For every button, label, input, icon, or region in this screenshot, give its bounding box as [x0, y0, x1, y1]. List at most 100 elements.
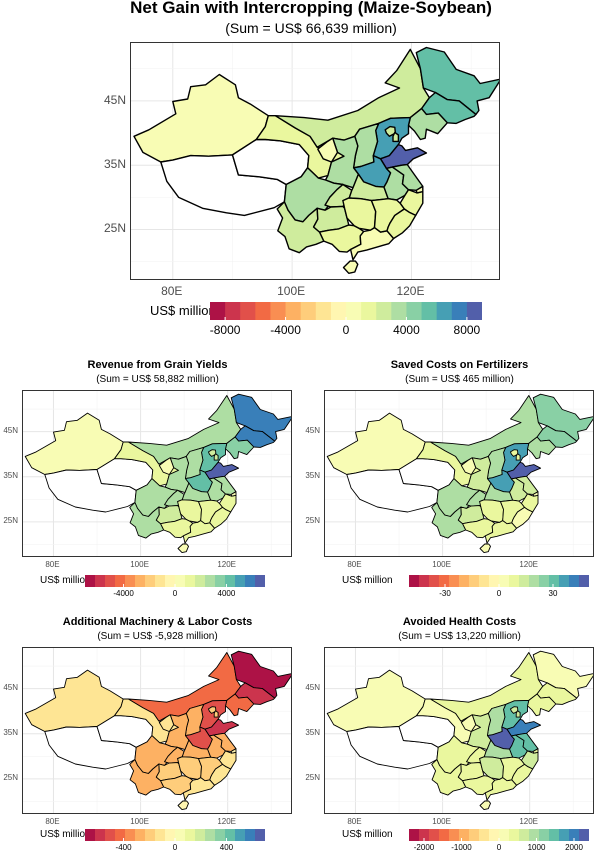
legend-swatch — [569, 829, 580, 841]
legend-swatch — [469, 575, 480, 587]
health-map-panel: Avoided Health Costs (Sum = US$ 13,220 m… — [302, 612, 602, 856]
y-tick-label: 45N — [305, 682, 320, 692]
legend-swatch — [225, 302, 241, 320]
legend-swatch — [330, 302, 347, 320]
legend-label: 0 — [172, 843, 178, 852]
province-tianjin — [392, 131, 400, 143]
legend-swatch — [240, 302, 256, 320]
map-plot-area — [22, 390, 292, 557]
legend-swatch — [135, 829, 146, 841]
legend-swatch — [519, 829, 530, 841]
province-shanghai — [532, 491, 539, 497]
chart-subtitle: (Sum = US$ 13,220 million) — [398, 631, 521, 642]
legend-colorbar — [210, 302, 482, 320]
map-svg — [23, 648, 291, 813]
chart-title: Additional Machinery & Labor Costs — [62, 616, 253, 628]
province-tianjin — [213, 453, 219, 461]
legend-swatch — [429, 829, 440, 841]
y-tick-label: 25N — [305, 516, 320, 526]
legend-swatch — [479, 575, 490, 587]
province-fujian — [511, 506, 534, 529]
legend-label: -4000 — [113, 589, 134, 598]
legend-swatch — [346, 302, 362, 320]
legend-swatch — [479, 829, 490, 841]
legend-swatch — [245, 575, 256, 587]
legend-swatch — [205, 575, 216, 587]
x-tick-label: 80E — [161, 284, 183, 298]
province-liaoning — [527, 693, 557, 717]
legend-swatch — [105, 575, 116, 587]
x-tick-label: 100E — [130, 560, 149, 569]
y-tick-label: 45N — [305, 425, 320, 435]
legend-swatch — [466, 302, 482, 320]
province-fujian — [386, 208, 417, 240]
legend-swatch — [175, 829, 186, 841]
legend-colorbar — [409, 829, 589, 841]
province-beijing — [510, 706, 519, 714]
legend-swatch — [235, 575, 246, 587]
legend-title: US$ million — [342, 829, 393, 840]
legend-swatch — [155, 829, 166, 841]
legend-swatch — [215, 829, 226, 841]
province-hainan — [479, 543, 491, 554]
legend-swatch — [95, 575, 106, 587]
x-tick-label: 80E — [45, 560, 60, 569]
legend-swatch — [419, 575, 430, 587]
x-tick-label: 80E — [347, 560, 362, 569]
legend-swatch — [195, 829, 206, 841]
legend-swatch — [459, 575, 470, 587]
legend-label: 1000 — [527, 843, 546, 852]
legend-swatch — [195, 575, 206, 587]
legend-swatch — [509, 575, 520, 587]
province-ningxia — [317, 137, 339, 163]
province-shaanxi — [324, 135, 360, 189]
legend-swatch — [509, 829, 520, 841]
y-tick-label: 25N — [3, 773, 18, 783]
province-liaoning — [407, 107, 448, 141]
machinery-map-panel: Additional Machinery & Labor Costs (Sum … — [0, 612, 300, 856]
province-tianjin — [213, 710, 219, 718]
y-tick-label: 35N — [103, 157, 126, 172]
map-svg — [325, 648, 593, 813]
legend-swatch — [409, 829, 420, 841]
legend-label: 2000 — [565, 843, 583, 852]
y-tick-label: 45N — [3, 425, 18, 435]
legend-swatch — [175, 575, 186, 587]
x-tick-label: 100E — [277, 284, 306, 298]
legend-swatch — [165, 829, 176, 841]
x-tick-label: 120E — [519, 560, 539, 569]
revenue-map-panel: Revenue from Grain Yields (Sum = US$ 58,… — [0, 355, 300, 605]
province-ningxia — [158, 457, 175, 475]
province-beijing — [208, 449, 217, 457]
legend-swatch — [185, 575, 196, 587]
legend-swatch — [519, 575, 530, 587]
x-tick-label: 120E — [217, 817, 237, 826]
map-plot-area — [324, 390, 594, 557]
legend-swatch — [245, 829, 256, 841]
legend-colorbar — [85, 575, 265, 587]
legend-swatch — [469, 829, 480, 841]
province-shaanxi — [466, 712, 492, 751]
x-tick-label: 100E — [130, 817, 149, 826]
x-tick-label: 100E — [432, 560, 451, 569]
province-ningxia — [460, 714, 477, 732]
legend-swatch — [406, 302, 423, 320]
legend-swatch — [255, 575, 265, 587]
map-svg — [325, 391, 593, 556]
province-shaanxi — [164, 455, 190, 494]
province-shaanxi — [466, 455, 492, 494]
legend-swatch — [255, 302, 271, 320]
legend-swatch — [489, 829, 500, 841]
legend-title: US$ million — [40, 829, 91, 840]
province-liaoning — [225, 693, 255, 717]
map-plot-area — [324, 647, 594, 814]
y-tick-label: 25N — [3, 516, 18, 526]
legend-swatch — [421, 302, 438, 320]
legend-swatch — [439, 829, 450, 841]
legend-swatch — [499, 575, 510, 587]
legend-label: -400 — [115, 843, 132, 852]
chart-subtitle: (Sum = US$ -5,928 million) — [97, 631, 218, 642]
legend-swatch — [409, 575, 420, 587]
legend-swatch — [315, 302, 332, 320]
y-tick-label: 35N — [305, 470, 320, 480]
